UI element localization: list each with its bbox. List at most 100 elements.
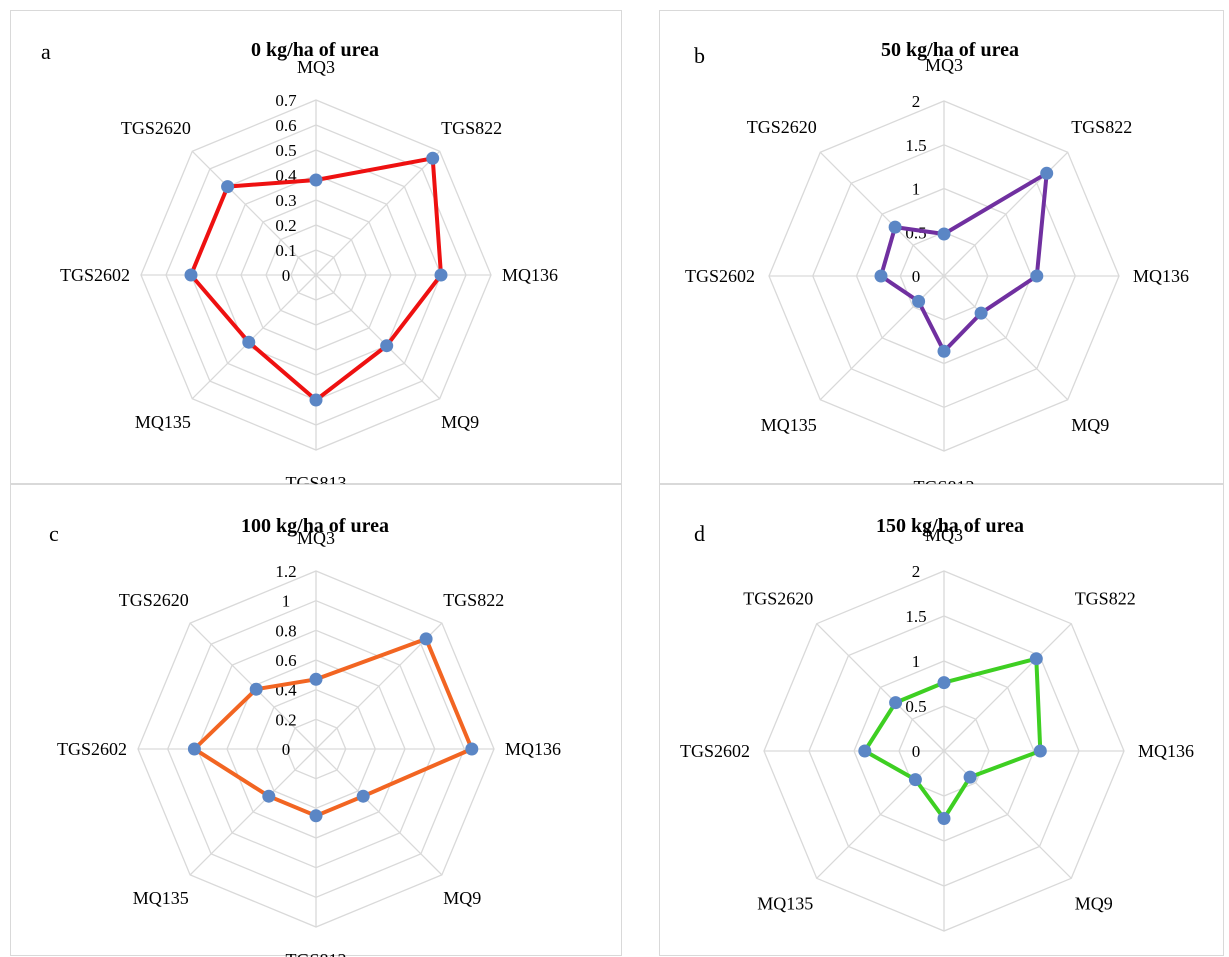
data-point <box>937 344 951 358</box>
radar-chart-d: 00.511.52MQ3TGS822MQ136MQ9TGS813MQ135TGS… <box>680 525 1194 932</box>
tick-label: 1 <box>912 180 921 199</box>
category-label: TGS813 <box>285 950 346 957</box>
data-point <box>1030 269 1044 283</box>
tick-label: 1 <box>912 652 921 671</box>
category-label: MQ3 <box>925 525 963 545</box>
chart-title: 100 kg/ha of urea <box>241 515 389 537</box>
tick-label: 0.5 <box>905 697 926 716</box>
data-point <box>937 676 951 690</box>
tick-label: 0 <box>912 267 921 286</box>
data-point <box>1033 744 1047 758</box>
axis-spoke <box>315 748 443 876</box>
axis-spoke <box>816 623 945 752</box>
category-label: TGS822 <box>1071 117 1132 137</box>
radar-panel-b: b 50 kg/ha of urea 0 0.5 1 1.5 2 MQ3 TGS822 MQ1… <box>659 10 1224 497</box>
category-label: MQ135 <box>135 412 191 432</box>
panel-letter: c <box>49 521 59 546</box>
category-label: TGS2602 <box>57 739 127 759</box>
axis-spoke <box>819 151 945 277</box>
data-point <box>187 742 201 756</box>
category-label: MQ9 <box>1075 894 1113 914</box>
data-point <box>309 809 323 823</box>
category-label: TGS822 <box>1075 588 1136 608</box>
tick-label: 2 <box>912 562 921 581</box>
category-label: MQ136 <box>505 739 561 759</box>
radar-panel-c: c 100 kg/ha of urea 0 0.2 0.4 0.6 0.8 1 1.2 MQ3… <box>10 484 622 957</box>
axis-spoke <box>315 150 441 276</box>
radar-panel-a: a 0 kg/ha of urea 0 0.1 0.2 0.3 0.4 0.5 0.6 0.7… <box>10 10 622 493</box>
radar-panel-d: d 150 kg/ha of urea 0 0.5 1 1.5 2 MQ3 TGS822 MQ… <box>659 484 1224 956</box>
data-point <box>912 294 926 308</box>
tick-label: 0.3 <box>275 191 296 210</box>
category-label: TGS2602 <box>60 265 130 285</box>
tick-label: 0.2 <box>275 710 296 729</box>
tick-label: 0 <box>282 266 291 285</box>
data-point <box>963 770 977 784</box>
category-label: MQ3 <box>297 528 335 548</box>
data-point <box>889 696 903 710</box>
tick-label: 1.5 <box>905 136 926 155</box>
category-label: MQ3 <box>925 55 963 75</box>
chart-title: 50 kg/ha of urea <box>881 39 1019 61</box>
tick-label: 0.2 <box>275 216 296 235</box>
axis-spoke <box>943 275 1069 401</box>
category-label: TGS2602 <box>685 266 755 286</box>
data-point <box>937 227 951 241</box>
tick-label: 1.5 <box>905 607 926 626</box>
category-label: TGS822 <box>443 590 504 610</box>
category-label: TGS2620 <box>743 588 813 608</box>
panel-letter: b <box>694 43 705 68</box>
category-label: MQ136 <box>502 265 558 285</box>
data-point <box>309 173 323 187</box>
category-label: MQ136 <box>1138 741 1194 761</box>
category-label: TGS2620 <box>121 118 191 138</box>
data-point <box>465 742 479 756</box>
panel-letter: a <box>41 39 51 64</box>
tick-label: 0.6 <box>275 116 296 135</box>
chart-title: 0 kg/ha of urea <box>251 39 379 61</box>
data-point <box>309 672 323 686</box>
category-label: MQ135 <box>757 894 813 914</box>
chart-title: 150 kg/ha of urea <box>876 515 1024 537</box>
axis-spoke <box>315 622 443 750</box>
tick-label: 0.6 <box>275 651 296 670</box>
axis-spoke <box>819 275 945 401</box>
data-point <box>937 812 951 825</box>
tick-label: 1.2 <box>275 562 296 581</box>
axis-spoke <box>315 274 441 400</box>
data-point <box>221 180 235 194</box>
tick-label: 0.5 <box>275 141 296 160</box>
category-label: MQ135 <box>133 888 189 908</box>
axis-spoke <box>191 150 317 276</box>
data-point <box>434 268 448 282</box>
data-point <box>309 393 323 407</box>
panel-letter: d <box>694 521 705 546</box>
tick-label: 0.8 <box>275 621 296 640</box>
data-point <box>419 632 433 646</box>
axis-spoke <box>816 750 945 879</box>
tick-label: 0.1 <box>275 241 296 260</box>
axis-spoke <box>943 750 1072 879</box>
category-label: MQ9 <box>1071 415 1109 435</box>
data-point <box>874 269 888 283</box>
tick-label: 1 <box>282 592 291 611</box>
tick-label: 2 <box>912 92 921 111</box>
axis-spoke <box>189 748 317 876</box>
category-label: TGS822 <box>441 118 502 138</box>
radar-chart-c: 00.20.40.60.811.2MQ3TGS822MQ136MQ9TGS813… <box>57 528 561 957</box>
data-point <box>356 789 370 803</box>
category-label: MQ9 <box>441 412 479 432</box>
category-label: TGS2620 <box>747 117 817 137</box>
data-point <box>858 744 872 758</box>
data-point <box>249 682 263 696</box>
data-point <box>1029 652 1043 666</box>
data-point <box>426 151 440 165</box>
data-point <box>242 335 256 349</box>
category-label: MQ136 <box>1133 266 1189 286</box>
category-label: TGS2602 <box>680 741 750 761</box>
data-point <box>262 789 276 803</box>
category-label: TGS2620 <box>119 590 189 610</box>
data-point <box>888 220 902 234</box>
category-label: MQ135 <box>761 415 817 435</box>
data-point <box>184 268 198 282</box>
